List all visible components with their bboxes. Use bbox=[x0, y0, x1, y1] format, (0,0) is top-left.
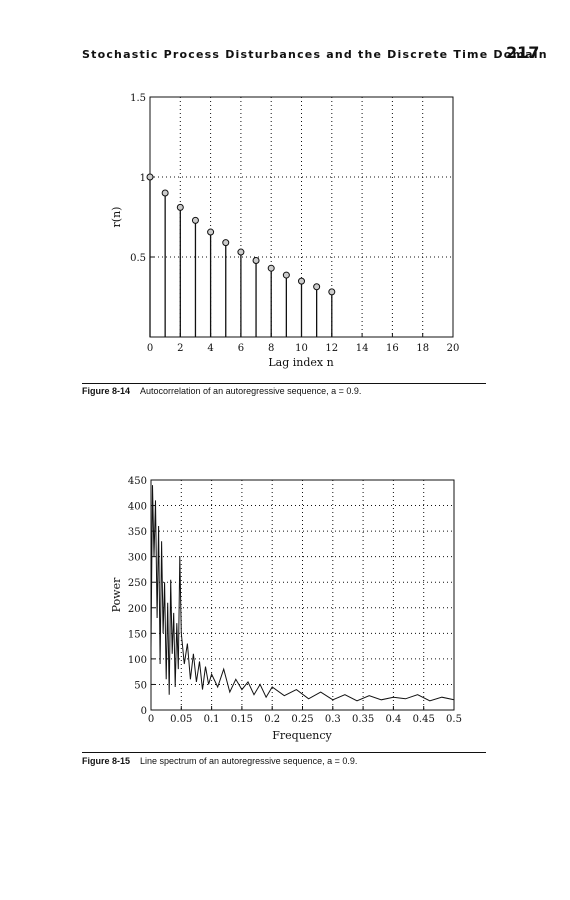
y-tick-label: 200 bbox=[128, 604, 147, 615]
y-tick-label: 1.5 bbox=[130, 93, 146, 104]
x-tick-label: 14 bbox=[356, 343, 369, 354]
stem-marker bbox=[161, 189, 169, 197]
figure-caption-1: Figure 8-14 Autocorrelation of an autoreg… bbox=[82, 386, 361, 396]
x-tick-label: 8 bbox=[268, 343, 274, 354]
y-tick-label: 250 bbox=[128, 578, 147, 589]
stem-marker bbox=[313, 283, 321, 291]
caption-label: Figure 8-15 bbox=[82, 756, 131, 766]
plot-frame bbox=[150, 479, 455, 711]
y-tick-label: 300 bbox=[128, 553, 147, 564]
y-tick-label: 450 bbox=[128, 476, 147, 487]
grid-lines bbox=[150, 479, 455, 711]
running-header: Stochastic Process Disturbances and the … bbox=[82, 48, 548, 61]
stem-series bbox=[146, 173, 336, 337]
x-tick-label: 0.4 bbox=[385, 714, 401, 725]
x-axis-label: Frequency bbox=[272, 729, 332, 742]
y-tick-label: 100 bbox=[128, 655, 147, 666]
y-tick-label: 350 bbox=[128, 527, 147, 538]
spectrum-line bbox=[150, 485, 455, 702]
x-tick-label: 2 bbox=[177, 343, 183, 354]
y-axis-label: Power bbox=[110, 577, 123, 613]
y-tick-label: 0 bbox=[141, 706, 147, 717]
y-tick-label: 0.5 bbox=[130, 253, 146, 264]
x-axis-label: Lag index n bbox=[268, 356, 333, 369]
stem-marker bbox=[191, 216, 199, 224]
x-tick-label: 0 bbox=[147, 343, 153, 354]
y-tick-label: 400 bbox=[128, 502, 147, 513]
x-tick-labels: 0 2 4 6 8 10 12 14 16 18 20 bbox=[147, 343, 460, 354]
stem-marker bbox=[267, 264, 275, 272]
x-tick-label: 16 bbox=[386, 343, 399, 354]
x-tick-label: 0.05 bbox=[170, 714, 192, 725]
x-tick-label: 0.3 bbox=[325, 714, 341, 725]
caption-text: Line spectrum of an autoregressive seque… bbox=[140, 756, 358, 766]
x-tick-label: 10 bbox=[295, 343, 308, 354]
line-spectrum-chart: 0 0.05 0.1 0.15 0.2 0.25 0.3 0.35 0.4 0.45 0.5 0 50… bbox=[110, 476, 462, 742]
caption-rule bbox=[82, 383, 486, 384]
stem-marker bbox=[207, 228, 215, 236]
caption-rule bbox=[82, 752, 486, 753]
y-tick-labels: 0 50 100 150 200 250 300 350 400 450 bbox=[128, 476, 147, 717]
stem-marker bbox=[328, 288, 336, 296]
stem-marker bbox=[298, 277, 305, 285]
stem-marker bbox=[222, 239, 230, 247]
y-tick-label: 150 bbox=[128, 629, 147, 640]
y-tick-labels: 0.5 1 1.5 bbox=[130, 93, 146, 264]
y-axis-label: r(n) bbox=[110, 207, 123, 228]
stem-marker bbox=[282, 271, 290, 279]
y-tick-label: 1 bbox=[140, 173, 146, 184]
x-tick-label: 12 bbox=[325, 343, 338, 354]
x-tick-labels: 0 0.05 0.1 0.15 0.2 0.25 0.3 0.35 0.4 0.45 0.5 bbox=[148, 714, 462, 725]
x-tick-label: 0.25 bbox=[291, 714, 313, 725]
x-tick-label: 18 bbox=[416, 343, 429, 354]
stem-marker bbox=[237, 248, 245, 256]
x-tick-label: 0.1 bbox=[204, 714, 220, 725]
stem-marker bbox=[252, 257, 260, 265]
x-tick-label: 0 bbox=[148, 714, 154, 725]
x-tick-label: 0.2 bbox=[264, 714, 280, 725]
caption-text: Autocorrelation of an autoregressive seq… bbox=[140, 386, 362, 396]
x-tick-label: 0.5 bbox=[446, 714, 462, 725]
x-tick-label: 0.45 bbox=[413, 714, 435, 725]
x-tick-label: 20 bbox=[447, 343, 460, 354]
stem-marker bbox=[146, 173, 154, 181]
x-tick-label: 4 bbox=[207, 343, 213, 354]
stem-marker bbox=[176, 203, 184, 211]
autocorrelation-chart: 0 2 4 6 8 10 12 14 16 18 20 0.5 1 1.5 Lag index n r(… bbox=[110, 93, 460, 369]
caption-label: Figure 8-14 bbox=[82, 386, 131, 396]
figure-caption-2: Figure 8-15 Line spectrum of an autoregre… bbox=[82, 756, 357, 766]
y-tick-label: 50 bbox=[134, 680, 147, 691]
page-number: 217 bbox=[506, 43, 540, 62]
x-tick-label: 0.15 bbox=[231, 714, 253, 725]
x-tick-label: 0.35 bbox=[352, 714, 374, 725]
x-tick-label: 6 bbox=[238, 343, 244, 354]
